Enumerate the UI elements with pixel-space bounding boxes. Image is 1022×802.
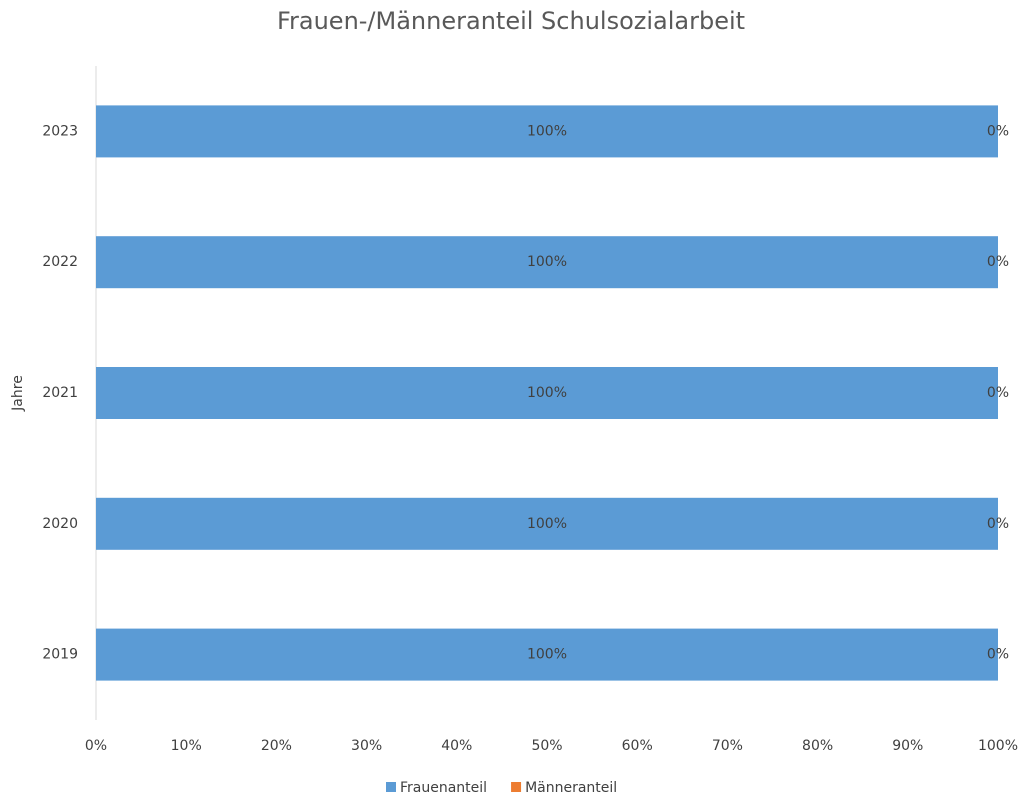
data-label: 0% [987, 254, 1009, 270]
legend-label: Frauenanteil [400, 780, 487, 796]
x-tick-label: 100% [978, 738, 1018, 754]
y-tick-label: 2022 [42, 254, 78, 270]
data-label: 100% [527, 254, 567, 270]
data-label: 0% [987, 516, 1009, 532]
y-tick-label: 2019 [42, 647, 78, 663]
x-tick-label: 60% [622, 738, 653, 754]
data-label: 100% [527, 516, 567, 532]
y-tick-label: 2020 [42, 516, 78, 532]
x-tick-label: 80% [802, 738, 833, 754]
legend-swatch [386, 782, 396, 792]
y-tick-label: 2023 [42, 123, 78, 139]
bar-segment [96, 628, 998, 681]
data-label: 100% [527, 647, 567, 663]
data-label: 100% [527, 385, 567, 401]
x-tick-label: 20% [261, 738, 292, 754]
data-label: 0% [987, 385, 1009, 401]
x-tick-label: 40% [441, 738, 472, 754]
data-label: 0% [987, 647, 1009, 663]
x-tick-label: 0% [85, 738, 107, 754]
y-tick-label: 2021 [42, 385, 78, 401]
legend-swatch [511, 782, 522, 792]
x-tick-label: 50% [531, 738, 562, 754]
x-tick-label: 30% [351, 738, 382, 754]
data-label: 0% [987, 123, 1009, 139]
bar-segment [96, 236, 998, 289]
x-tick-label: 90% [892, 738, 923, 754]
x-tick-label: 10% [171, 738, 202, 754]
bar-segment [96, 367, 998, 419]
data-label: 100% [527, 123, 567, 139]
chart-title: Frauen-/Männeranteil Schulsozialarbeit [277, 7, 745, 35]
legend-label: Männeranteil [525, 780, 617, 796]
bar-segment [96, 497, 998, 550]
bar-segment [96, 105, 998, 158]
y-axis-label: Jahre [10, 375, 26, 412]
x-tick-label: 70% [712, 738, 743, 754]
